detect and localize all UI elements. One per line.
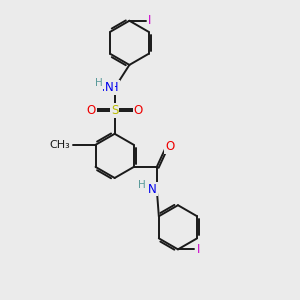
Text: I: I — [197, 243, 200, 256]
Text: O: O — [165, 140, 175, 153]
Text: H: H — [95, 79, 103, 88]
Text: CH₃: CH₃ — [50, 140, 70, 150]
Text: NH: NH — [101, 81, 119, 94]
Text: H: H — [138, 180, 145, 190]
Text: O: O — [134, 104, 143, 117]
Text: I: I — [148, 14, 152, 27]
Text: O: O — [86, 104, 96, 117]
Text: N: N — [148, 182, 157, 196]
Text: S: S — [111, 104, 118, 117]
Text: N: N — [105, 81, 114, 94]
